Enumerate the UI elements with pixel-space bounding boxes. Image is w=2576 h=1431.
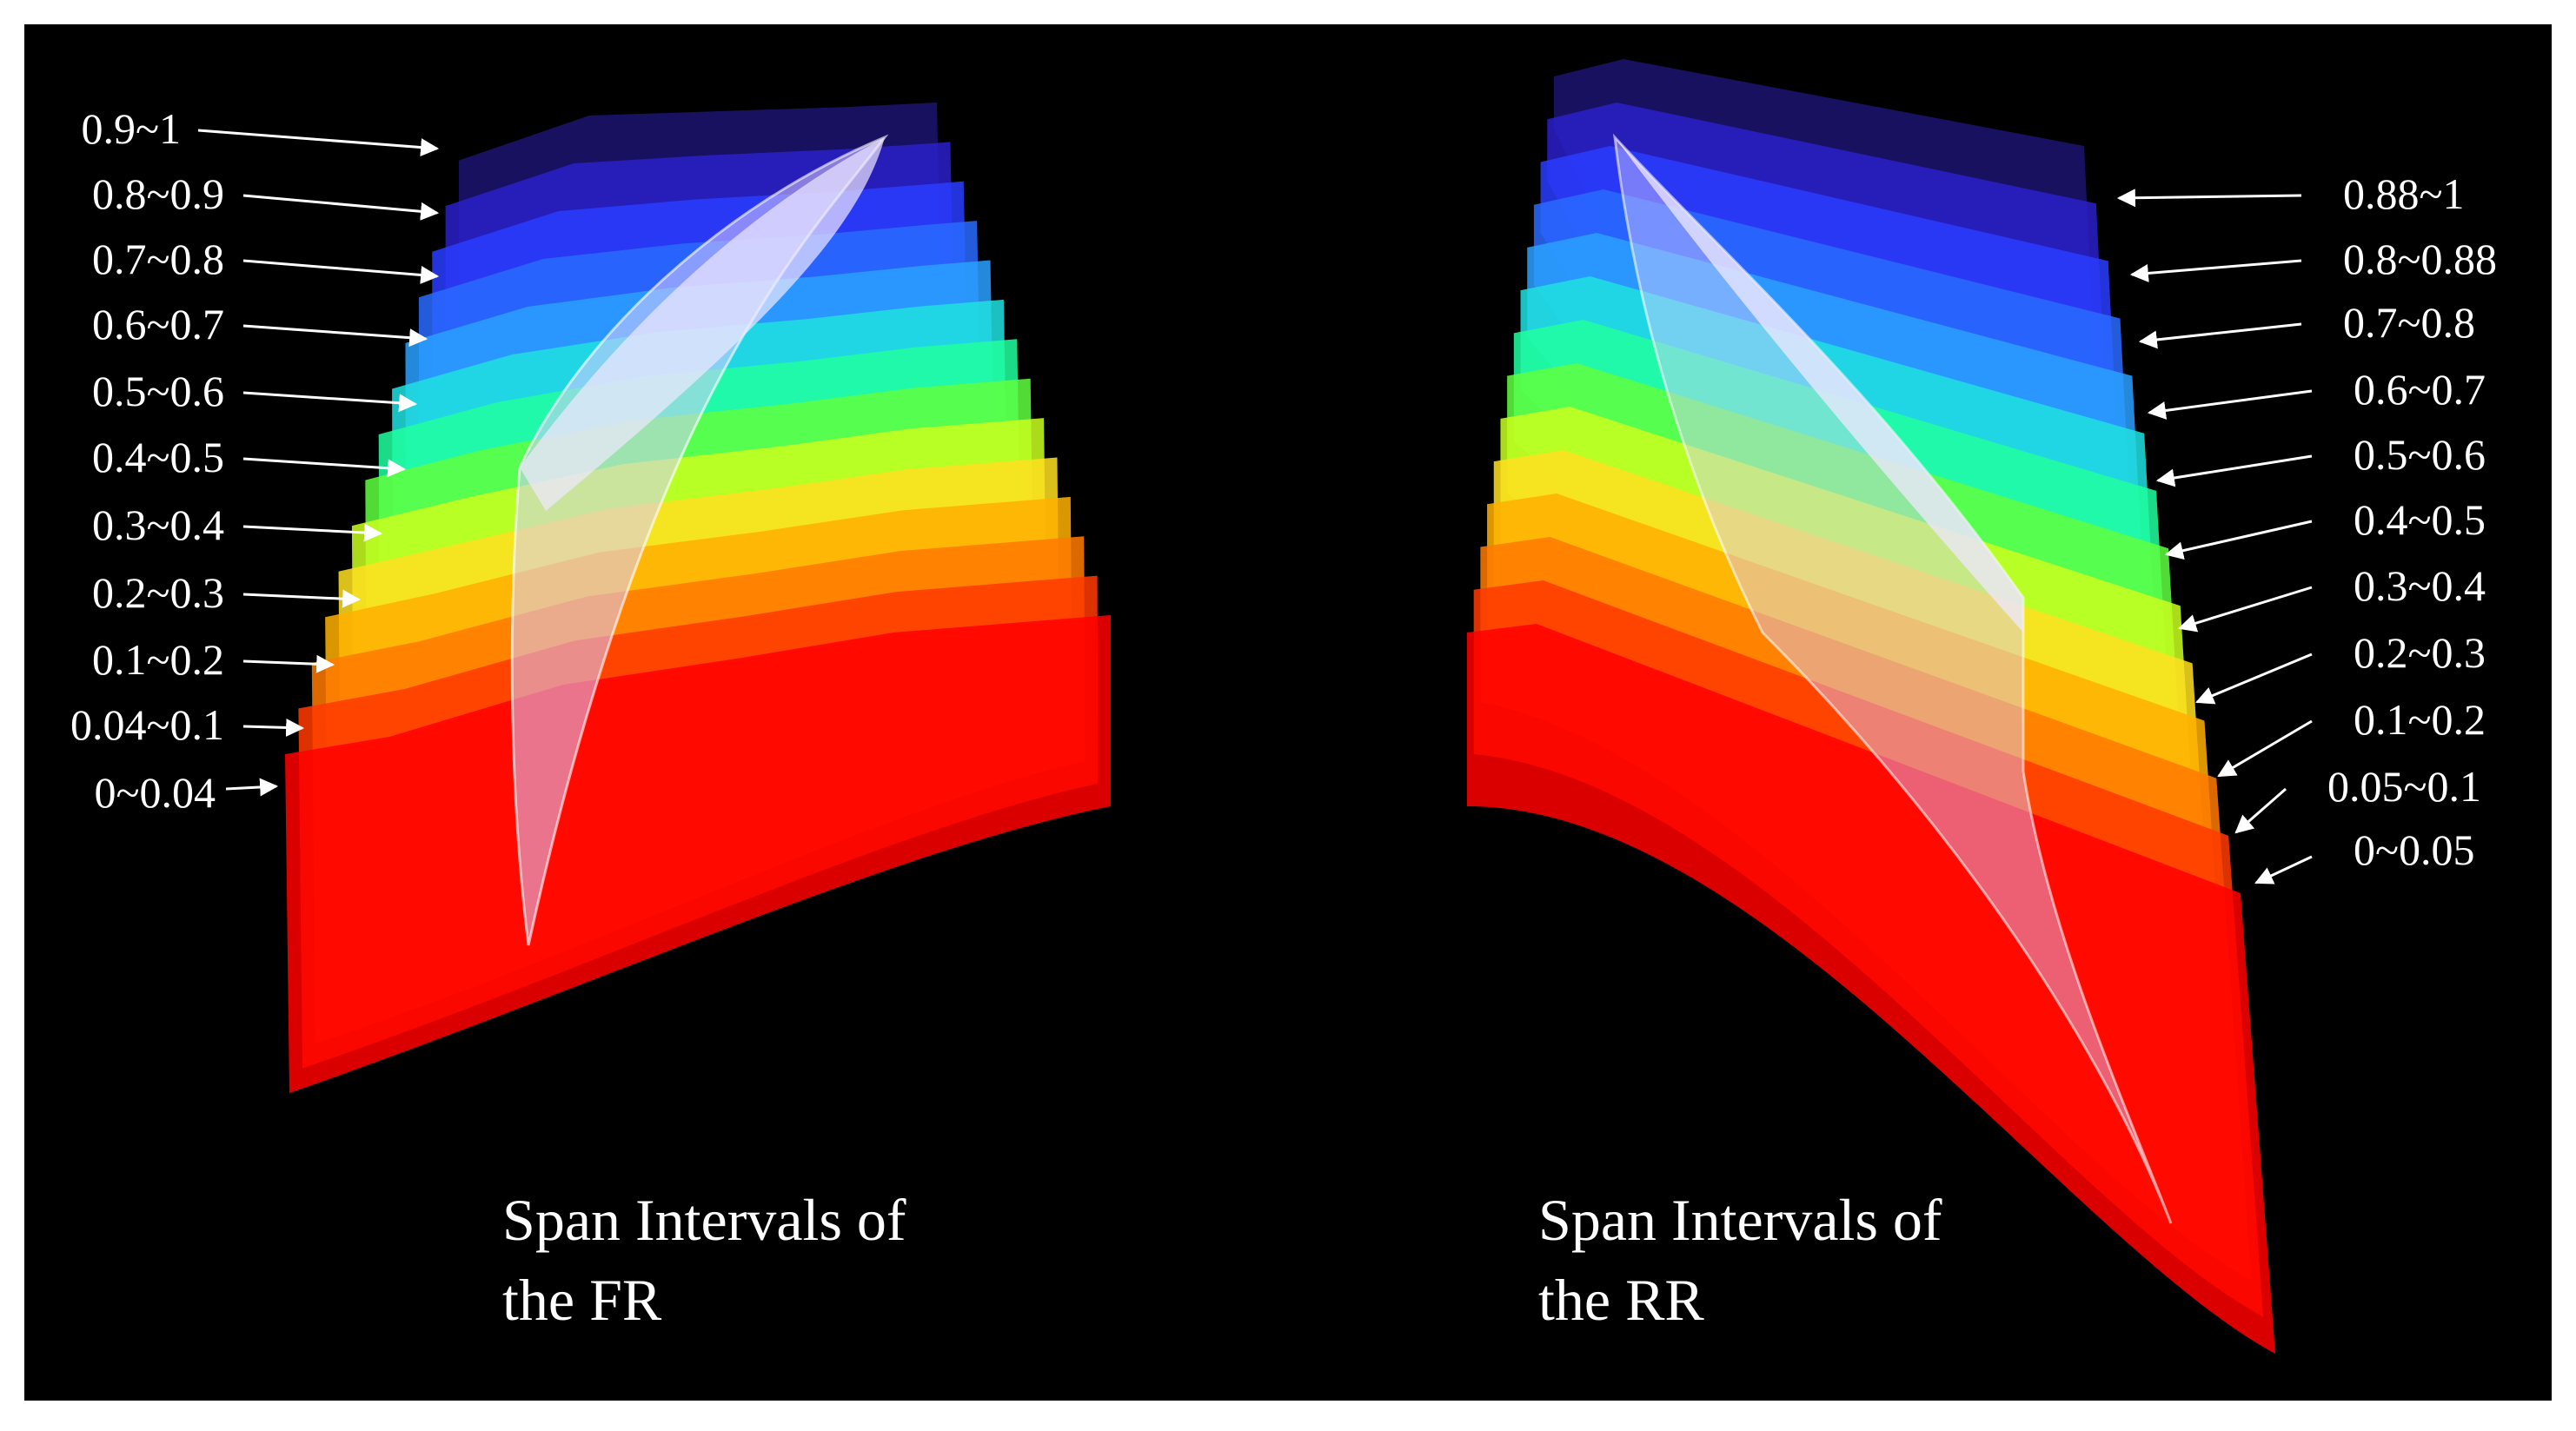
rr-span-label: 0.5~0.6 xyxy=(2354,430,2486,479)
figure-canvas: 0.9~1 0.8~0.9 0.7~0.8 0.6~0.7 0.5~0.6 0.4~0.5… xyxy=(24,24,2552,1401)
rr-span-label: 0.6~0.7 xyxy=(2354,365,2486,414)
fr-span-label: 0.8~0.9 xyxy=(91,169,224,218)
fr-span-label: 0.2~0.3 xyxy=(91,568,224,617)
rr-label-arrow xyxy=(2254,855,2313,884)
rr-span-label: 0.88~1 xyxy=(2343,169,2465,218)
fr-label-arrow xyxy=(242,589,362,608)
fr-span-label: 0.7~0.8 xyxy=(91,235,224,283)
fr-span-label: 0.3~0.4 xyxy=(91,500,224,549)
rr-blade-edge xyxy=(1615,137,2023,633)
fr-label-arrow xyxy=(242,194,440,221)
fr-label-arrow xyxy=(197,129,440,157)
fr-label-arrow xyxy=(225,778,279,797)
fr-caption-line1: Span Intervals of xyxy=(502,1187,906,1253)
rr-blade xyxy=(1612,133,2173,1224)
label-arrows xyxy=(197,129,2313,884)
rr-span-label: 0.2~0.3 xyxy=(2354,628,2486,677)
fr-label-arrow xyxy=(242,523,383,542)
fr-label-arrow xyxy=(242,718,305,737)
fr-span-label: 0.6~0.7 xyxy=(91,300,224,348)
fr-span-label: 0.1~0.2 xyxy=(91,635,224,684)
rr-caption: Span Intervals of the RR xyxy=(1538,1180,1942,1340)
fr-label-arrow xyxy=(242,654,335,673)
rr-span-label: 0.1~0.2 xyxy=(2354,695,2486,744)
rr-span-band xyxy=(1467,624,2275,1354)
fr-label-arrow xyxy=(242,324,428,348)
rr-label-arrow xyxy=(2116,189,2302,208)
rr-span-label: 0.3~0.4 xyxy=(2354,561,2486,610)
rr-label-arrow xyxy=(2164,520,2313,560)
rr-label-arrow xyxy=(2234,787,2287,834)
fr-passage-render xyxy=(285,103,1111,1093)
fr-span-label: 0.9~1 xyxy=(81,104,181,153)
fr-caption: Span Intervals of the FR xyxy=(502,1180,906,1340)
rr-caption-line1: Span Intervals of xyxy=(1538,1187,1942,1253)
rr-span-label: 0.8~0.88 xyxy=(2343,235,2498,283)
rr-label-arrow xyxy=(2147,389,2313,420)
fr-label-arrow xyxy=(242,259,440,284)
fr-label-arrow xyxy=(242,391,418,413)
rr-span-label: 0.05~0.1 xyxy=(2327,762,2482,811)
fr-span-label: 0.4~0.5 xyxy=(91,433,224,481)
rr-label-arrow xyxy=(2129,259,2302,282)
rr-span-label: 0~0.05 xyxy=(2354,825,2475,874)
rr-label-arrow xyxy=(2138,322,2302,349)
fr-span-label: 0~0.04 xyxy=(94,768,216,817)
rr-passage-render xyxy=(1467,59,2275,1354)
rr-label-arrow xyxy=(2177,586,2313,633)
rr-label-arrow xyxy=(2195,653,2313,705)
rr-span-label: 0.4~0.5 xyxy=(2354,495,2486,544)
rr-caption-line2: the RR xyxy=(1538,1267,1704,1333)
fr-span-label: 0.5~0.6 xyxy=(91,367,224,415)
fr-blade-tip xyxy=(520,137,885,511)
rr-span-label: 0.7~0.8 xyxy=(2343,298,2476,347)
fr-caption-line2: the FR xyxy=(502,1267,662,1333)
fr-blade xyxy=(510,134,889,946)
rr-label-arrow xyxy=(2155,454,2313,487)
rr-label-arrow xyxy=(2217,719,2313,778)
fr-span-label: 0.04~0.1 xyxy=(70,700,224,749)
fr-span-band xyxy=(285,615,1111,1093)
fr-label-arrow xyxy=(242,457,407,478)
